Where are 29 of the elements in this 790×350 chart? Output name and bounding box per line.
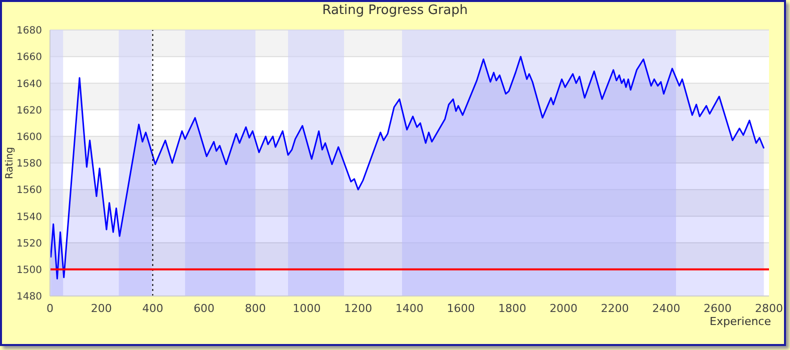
x-axis-title: Experience: [710, 315, 772, 328]
y-tick-label: 1600: [16, 132, 42, 143]
y-tick-label: 1680: [16, 26, 42, 37]
x-tick-label: 2000: [550, 302, 578, 315]
y-tick-label: 1480: [16, 292, 42, 303]
y-tick-label: 1660: [16, 52, 42, 64]
y-tick-label: 1520: [16, 238, 42, 250]
y-tick-label: 1580: [16, 158, 42, 170]
x-tick-label: 1200: [344, 302, 372, 315]
x-tick-label: 600: [194, 302, 215, 315]
y-tick-label: 1540: [16, 212, 42, 223]
x-tick-label: 2800: [755, 302, 783, 315]
x-tick-label: 1000: [292, 302, 321, 315]
x-tick-label: 400: [142, 302, 164, 315]
y-tick-label: 1640: [16, 78, 42, 90]
chart-title: Rating Progress Graph: [321, 3, 469, 18]
x-tick-label: 0: [46, 302, 54, 315]
x-tick-label: 800: [244, 302, 266, 315]
y-tick-label: 1560: [16, 185, 42, 196]
x-tick-label: 1400: [396, 302, 424, 315]
x-tick-label: 1800: [498, 302, 526, 315]
x-tick-label: 2200: [600, 302, 629, 315]
x-tick-label: 2400: [652, 302, 680, 315]
y-tick-label: 1500: [16, 264, 42, 276]
x-tick-label: 200: [90, 302, 112, 315]
x-tick-label: 2600: [704, 302, 732, 315]
y-tick-label: 1620: [16, 105, 42, 116]
x-tick-label: 1600: [446, 302, 475, 315]
y-axis-title: Rating: [4, 146, 16, 180]
